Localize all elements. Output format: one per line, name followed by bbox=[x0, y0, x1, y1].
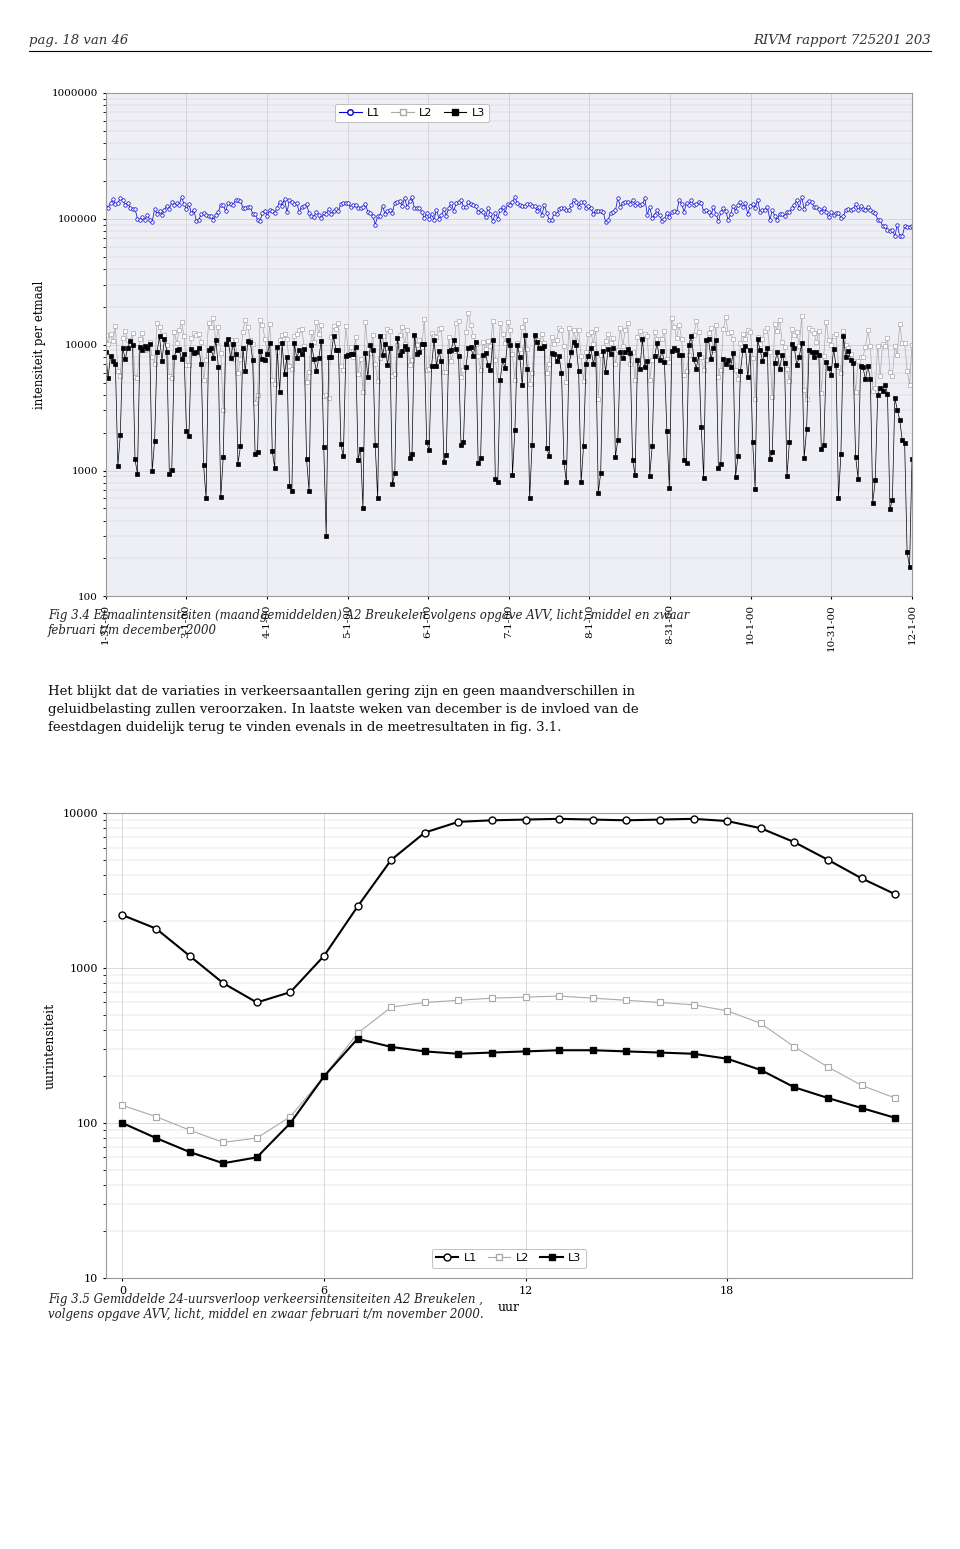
Text: pag. 18 van 46: pag. 18 van 46 bbox=[29, 34, 128, 46]
Text: Het blijkt dat de variaties in verkeersaantallen gering zijn en geen maandversch: Het blijkt dat de variaties in verkeersa… bbox=[48, 685, 638, 734]
Text: Fig 3.5 Gemiddelde 24-uursverloop verkeersintensiteiten A2 Breukelen ,
volgens o: Fig 3.5 Gemiddelde 24-uursverloop verkee… bbox=[48, 1293, 484, 1321]
Text: Fig 3.4 Etmaalintensiteiten (maandgemiddelden) A2 Breukelen volgens opgave AVV, : Fig 3.4 Etmaalintensiteiten (maandgemidd… bbox=[48, 609, 689, 637]
Legend: L1, L2, L3: L1, L2, L3 bbox=[335, 104, 490, 122]
Text: RIVM rapport 725201 203: RIVM rapport 725201 203 bbox=[754, 34, 931, 46]
X-axis label: uur: uur bbox=[498, 1301, 519, 1314]
Legend: L1, L2, L3: L1, L2, L3 bbox=[432, 1248, 586, 1267]
Y-axis label: intensiteit per etmaal: intensiteit per etmaal bbox=[33, 280, 46, 409]
Y-axis label: uurintensiteit: uurintensiteit bbox=[44, 1002, 57, 1089]
